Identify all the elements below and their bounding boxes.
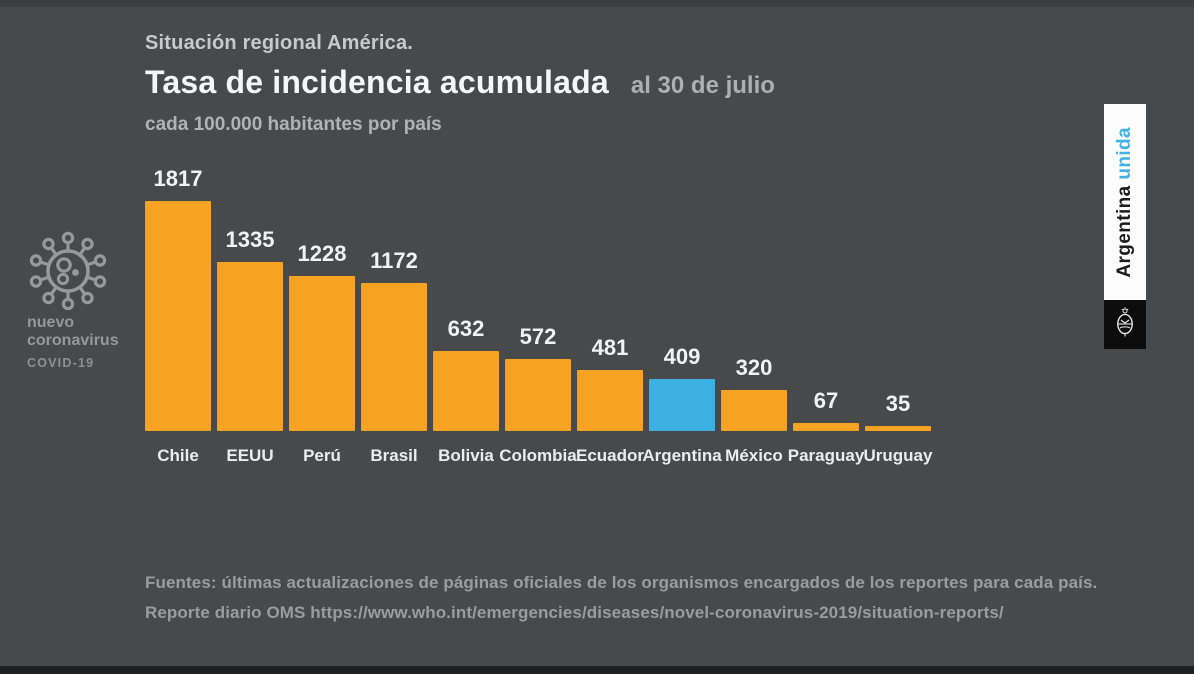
banner-word-unida: unida	[1114, 126, 1135, 180]
bar-label-peru: Perú	[303, 446, 341, 465]
argentina-coat-of-arms-icon	[1114, 306, 1136, 343]
badge-line-nuevo: nuevo	[27, 314, 75, 331]
bar-value-argentina: 409	[663, 344, 701, 369]
argentina-unida-banner: Argentina unida	[1104, 104, 1146, 300]
coat-of-arms-box	[1104, 300, 1146, 349]
bar-value-paraguay: 67	[813, 388, 839, 413]
top-edge-band	[0, 0, 1194, 7]
bar-mexico	[721, 390, 787, 431]
bar-value-brasil: 1172	[370, 248, 418, 273]
bar-label-paraguay: Paraguay	[787, 446, 865, 465]
bar-argentina	[649, 379, 715, 431]
bar-label-ecuador: Ecuador	[575, 446, 645, 465]
subtitle: cada 100.000 habitantes por país	[145, 114, 442, 135]
bar-value-mexico: 320	[735, 355, 773, 380]
banner-word-argentina: Argentina	[1114, 179, 1135, 278]
chart-header: Situación regional América. Tasa de inci…	[145, 32, 775, 136]
bar-column-brasil: 1172 Brasil	[361, 248, 427, 466]
bar-column-peru: 1228 Perú	[289, 241, 355, 466]
bar-peru	[289, 276, 355, 431]
bar-label-bolivia: Bolivia	[438, 446, 494, 465]
badge-covid19: COVID-19	[27, 355, 95, 370]
bar-eeuu	[217, 262, 283, 431]
kicker-text: Situación regional América.	[145, 32, 414, 54]
bar-paraguay	[793, 423, 859, 431]
bar-value-eeuu: 1335	[225, 227, 275, 252]
bar-value-peru: 1228	[297, 241, 347, 266]
bar-brasil	[361, 283, 427, 431]
bar-column-paraguay: 67 Paraguay	[788, 388, 865, 466]
bar-label-colombia: Colombia	[499, 446, 577, 465]
coronavirus-icon	[27, 228, 137, 310]
bar-label-uruguay: Uruguay	[863, 446, 933, 465]
title-date: al 30 de julio	[630, 72, 775, 99]
bar-column-chile: 1817 Chile	[145, 166, 211, 466]
incidence-bar-chart: 1817 Chile 1335 EEUU 1228 Perú 1172 Brasil 632 Bo…	[145, 166, 933, 466]
bar-label-chile: Chile	[157, 446, 199, 465]
bar-column-eeuu: 1335 EEUU	[217, 227, 283, 466]
bar-column-colombia: 572 Colombia	[499, 324, 576, 466]
bar-column-ecuador: 481 Ecuador	[575, 335, 645, 466]
bar-value-bolivia: 632	[447, 316, 485, 341]
bar-column-bolivia: 632 Bolivia	[433, 316, 499, 466]
bar-ecuador	[577, 370, 643, 431]
bar-column-mexico: 320 México	[721, 355, 787, 466]
page-title: Tasa de incidencia acumulada	[145, 64, 609, 100]
title-row: Tasa de incidencia acumulada al 30 de jul…	[145, 64, 775, 101]
bar-label-brasil: Brasil	[370, 446, 418, 465]
bottom-edge-band	[0, 666, 1194, 674]
bar-label-eeuu: EEUU	[226, 446, 274, 465]
bar-bolivia	[433, 351, 499, 431]
bar-chile	[145, 201, 211, 431]
coronavirus-badge: nuevo coronavirus COVID-19	[27, 228, 137, 370]
badge-line-coronavirus: coronavirus	[27, 331, 119, 349]
footer-sources-line: Fuentes: últimas actualizaciones de pági…	[145, 573, 1098, 592]
footer-report-line: Reporte diario OMS https://www.who.int/e…	[145, 603, 1004, 623]
bar-column-uruguay: 35 Uruguay	[863, 391, 933, 466]
bar-label-mexico: México	[725, 446, 783, 465]
bar-value-chile: 1817	[153, 166, 203, 191]
bar-value-colombia: 572	[519, 324, 557, 349]
bar-uruguay	[865, 426, 931, 431]
bar-value-ecuador: 481	[591, 335, 629, 360]
argentina-unida-text: Argentina unida	[1114, 127, 1136, 278]
badge-text: nuevo coronavirus	[27, 314, 137, 350]
sources-footer: Fuentes: últimas actualizaciones de pági…	[145, 568, 1097, 629]
bar-colombia	[505, 359, 571, 431]
bar-value-uruguay: 35	[885, 391, 911, 416]
bar-label-argentina: Argentina	[642, 446, 722, 465]
bar-column-argentina: 409 Argentina	[642, 344, 721, 466]
